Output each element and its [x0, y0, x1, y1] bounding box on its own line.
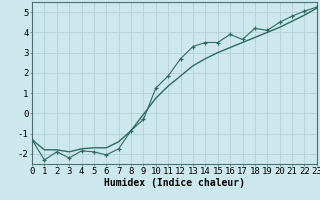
- X-axis label: Humidex (Indice chaleur): Humidex (Indice chaleur): [104, 178, 245, 188]
